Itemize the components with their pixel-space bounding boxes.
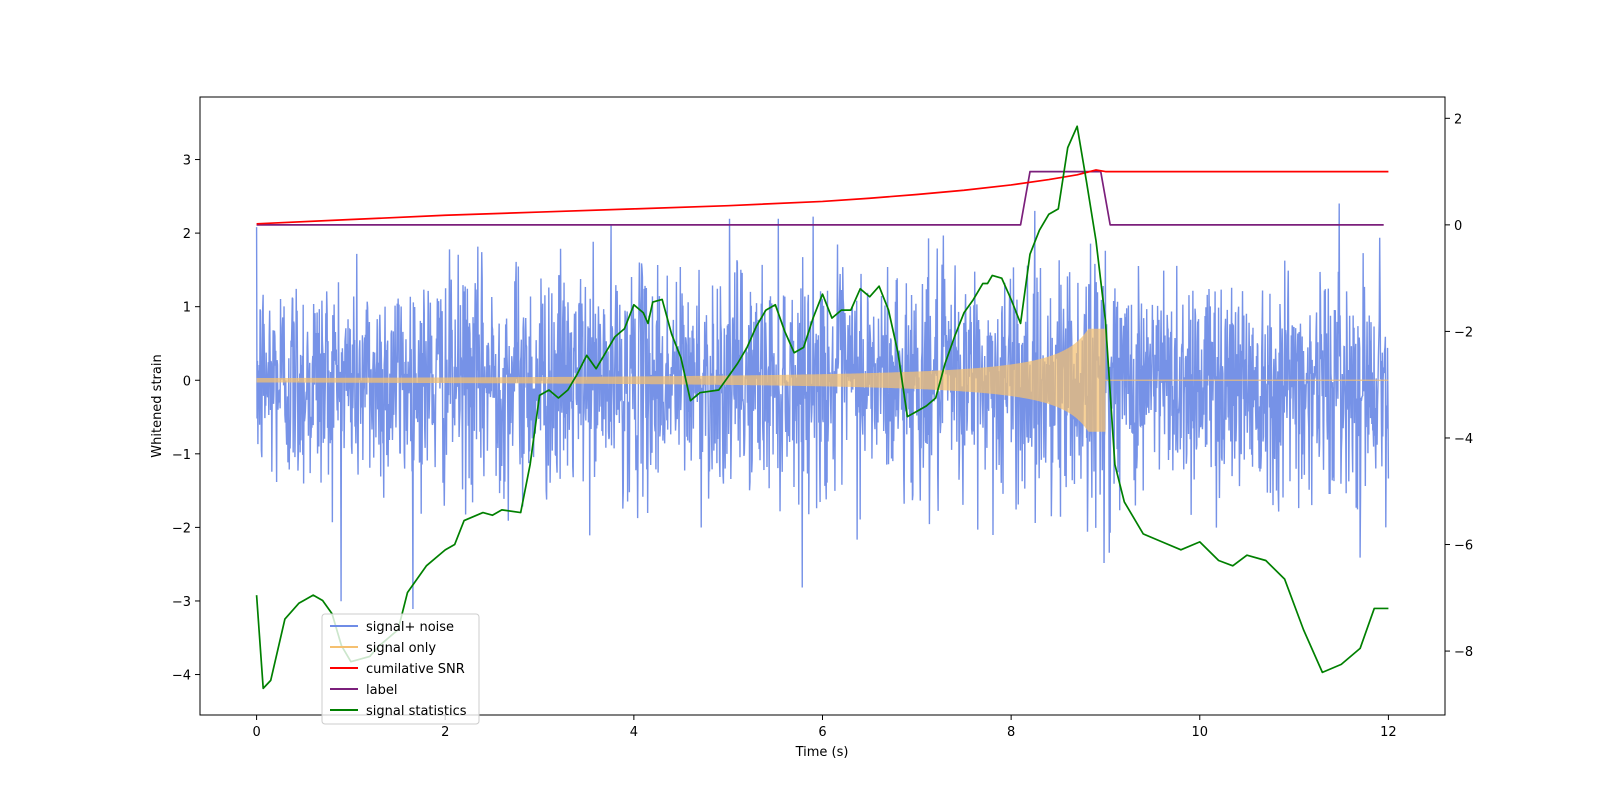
legend-label: cumilative SNR bbox=[366, 662, 465, 677]
series-signal-plus-noise bbox=[255, 203, 1390, 610]
y-axis-label: Whitened strain bbox=[150, 354, 165, 457]
legend-label: signal+ noise bbox=[366, 620, 454, 635]
x-tick-label: 8 bbox=[1007, 725, 1015, 740]
x-tick-label: 2 bbox=[441, 725, 449, 740]
x-tick-label: 12 bbox=[1380, 725, 1397, 740]
y-right-tick-label: 2 bbox=[1454, 112, 1462, 127]
y-left-tick-label: −3 bbox=[172, 595, 191, 610]
line-signal-statistics bbox=[255, 125, 1389, 690]
y-right-tick-label: −4 bbox=[1454, 432, 1473, 447]
y-right-tick-label: −8 bbox=[1454, 645, 1473, 660]
x-tick-label: 10 bbox=[1191, 725, 1208, 740]
y-left-tick-label: 3 bbox=[183, 154, 191, 169]
legend-label: label bbox=[366, 683, 397, 698]
x-tick-label: 0 bbox=[252, 725, 260, 740]
legend-label: signal statistics bbox=[366, 704, 467, 719]
y-right-tick-label: 0 bbox=[1454, 219, 1462, 234]
legend: signal+ noise signal only cumilative SNR la… bbox=[321, 613, 480, 725]
y-axis-left-ticks: −4 −3 −2 −1 0 1 2 3 bbox=[172, 154, 200, 684]
y-axis-right-ticks: −8 −6 −4 −2 0 2 bbox=[1445, 112, 1473, 660]
y-left-tick-label: 0 bbox=[183, 374, 191, 389]
legend-label: signal only bbox=[366, 641, 436, 656]
line-signal-plus-noise bbox=[255, 203, 1390, 610]
area-signal-only bbox=[256, 328, 1106, 432]
y-right-tick-label: −6 bbox=[1454, 539, 1473, 554]
y-left-tick-label: −1 bbox=[172, 448, 191, 463]
x-axis-label: Time (s) bbox=[795, 745, 849, 760]
y-left-tick-label: 2 bbox=[183, 227, 191, 242]
series-lines bbox=[255, 125, 1389, 690]
y-left-tick-label: −2 bbox=[172, 521, 191, 536]
y-left-tick-label: −4 bbox=[172, 669, 191, 684]
x-tick-label: 6 bbox=[818, 725, 826, 740]
x-axis-ticks: 0 2 4 6 8 10 12 bbox=[252, 715, 1397, 740]
y-right-tick-label: −2 bbox=[1454, 325, 1473, 340]
x-tick-label: 4 bbox=[630, 725, 638, 740]
y-left-tick-label: 1 bbox=[183, 301, 191, 316]
series-signal-only bbox=[256, 328, 1389, 432]
legend-box bbox=[321, 613, 480, 725]
line-label bbox=[256, 170, 1384, 226]
line-cumilative-snr bbox=[256, 169, 1389, 225]
